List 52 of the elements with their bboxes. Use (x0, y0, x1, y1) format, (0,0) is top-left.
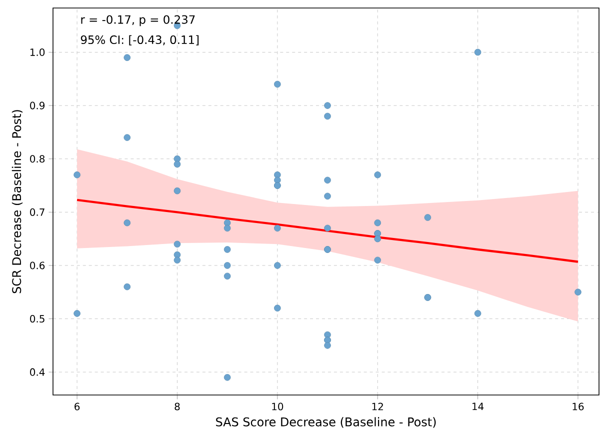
point (574, 288, 582, 296)
point (274, 80, 281, 88)
line-series (76, 198, 580, 263)
annotation: 95% CI: [-0.43, 0.11] (80, 35, 199, 46)
point (74, 171, 80, 178)
point (174, 160, 181, 168)
x-tick-label: 10 (272, 402, 284, 410)
point (174, 187, 181, 194)
y-tick-label: 0.4 (30, 368, 45, 376)
point (224, 224, 231, 232)
point (424, 214, 432, 221)
point (324, 192, 331, 200)
point (224, 374, 231, 381)
point (124, 54, 131, 61)
point (224, 262, 231, 269)
point (374, 235, 381, 242)
x-tick-label: 6 (74, 402, 80, 410)
point (274, 224, 281, 232)
point (174, 256, 181, 264)
point (374, 219, 381, 226)
point (374, 256, 381, 264)
point (324, 102, 331, 109)
point (324, 224, 331, 232)
point (174, 240, 181, 248)
y-axis-title: SCR Decrease (Baseline - Post) (12, 110, 23, 294)
y-tick-label: 0.6 (30, 262, 45, 270)
point (474, 48, 482, 56)
x-tick-label: 16 (572, 402, 584, 410)
point (274, 262, 281, 269)
y-tick-label: 1.0 (30, 48, 45, 56)
point (124, 219, 131, 226)
x-tick-label: 12 (372, 402, 383, 410)
point (324, 342, 331, 349)
point (474, 310, 482, 317)
x-axis-title: SAS Score Decrease (Baseline - Post) (216, 417, 436, 428)
y-tick-label: 0.8 (30, 155, 45, 163)
point (224, 246, 231, 253)
y-tick-label: 0.7 (30, 208, 44, 216)
point (324, 112, 331, 120)
x-tick-label: 14 (472, 402, 484, 410)
point (124, 134, 131, 141)
annotation: r = -0.17, p = 0.237 (81, 15, 195, 26)
point (124, 283, 131, 290)
x-tick-label: 8 (174, 402, 180, 410)
y-tick-label: 0.5 (30, 314, 44, 323)
point (74, 310, 80, 317)
point (374, 171, 381, 178)
point (174, 155, 181, 162)
point (274, 304, 281, 312)
point (224, 272, 231, 280)
y-tick-label: 0.9 (30, 102, 45, 110)
point (324, 176, 331, 184)
